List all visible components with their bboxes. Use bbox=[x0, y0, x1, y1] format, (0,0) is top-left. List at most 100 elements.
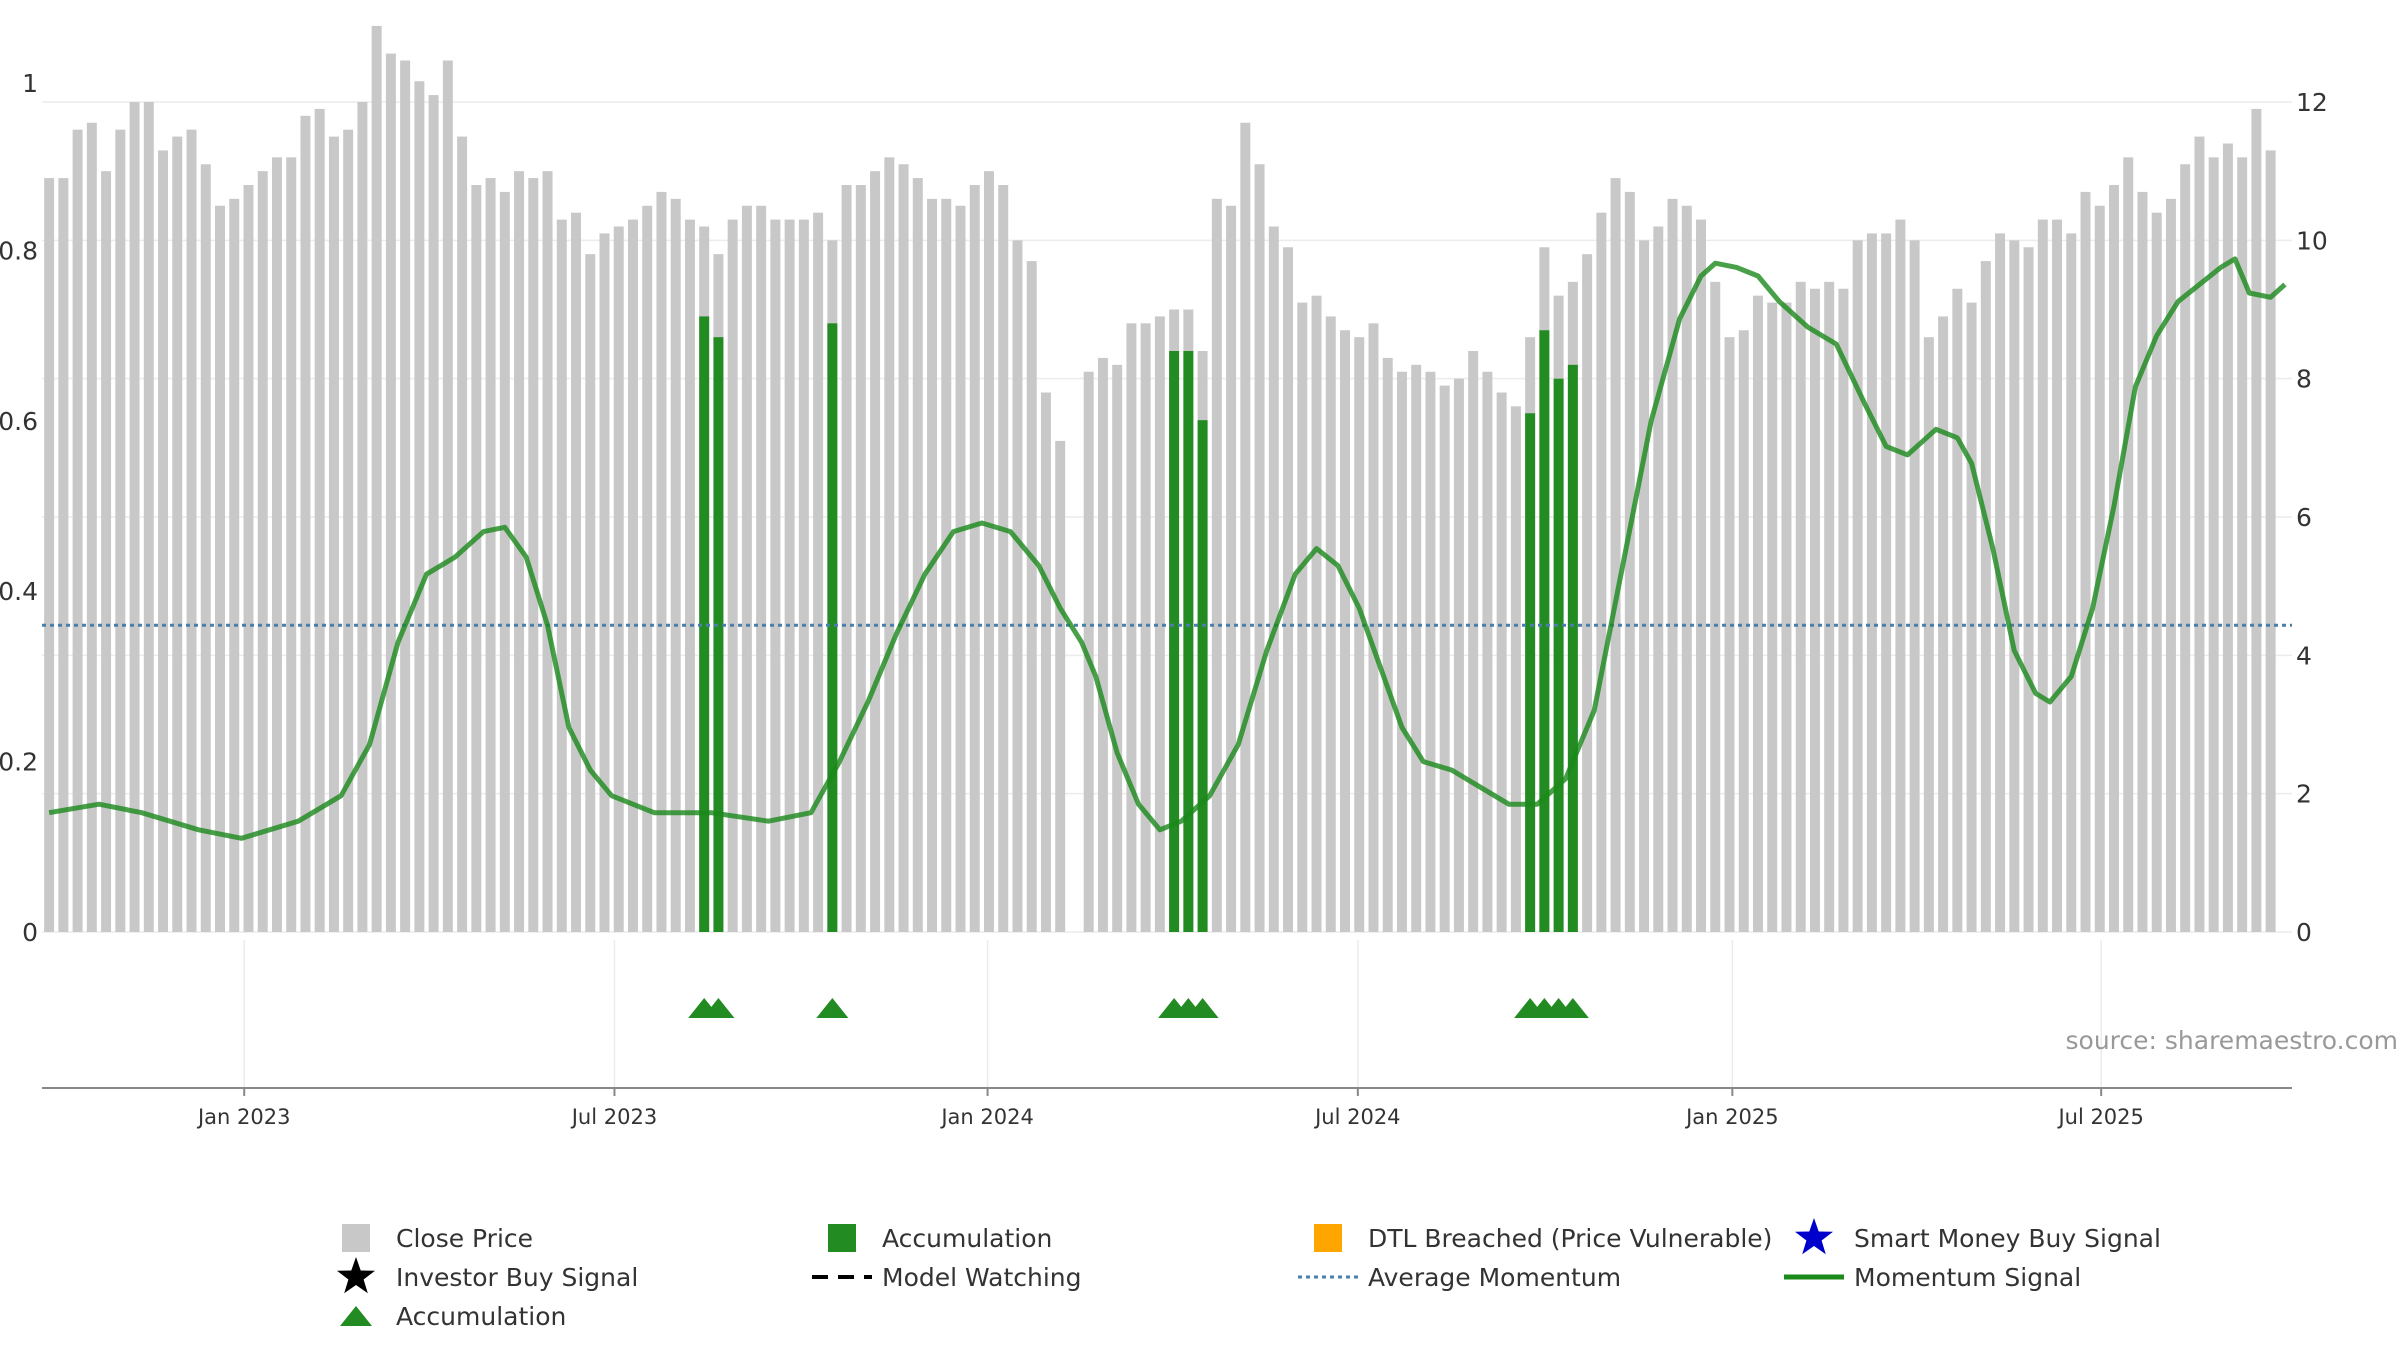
close-price-bar bbox=[1140, 323, 1151, 932]
close-price-bar bbox=[1752, 295, 1763, 933]
close-price-bar bbox=[200, 164, 211, 932]
close-price-bar bbox=[1510, 406, 1521, 932]
close-price-bar bbox=[870, 171, 881, 932]
close-price-bar bbox=[286, 157, 297, 933]
close-price-bar bbox=[1767, 302, 1778, 932]
close-price-bar bbox=[2137, 191, 2148, 932]
close-price-bar bbox=[1468, 351, 1479, 932]
accumulation-bar bbox=[1567, 364, 1578, 932]
momentum-signal-line bbox=[48, 256, 2287, 841]
close-price-bar bbox=[1240, 122, 1251, 932]
x-tick-label: Jul 2024 bbox=[1313, 1105, 1400, 1129]
left-tick-label: 1 bbox=[22, 69, 38, 98]
accumulation-bar bbox=[1183, 351, 1194, 932]
x-tick-label: Jul 2025 bbox=[2056, 1105, 2143, 1129]
close-price-swatch bbox=[342, 1224, 370, 1252]
close-price-bar bbox=[457, 136, 468, 933]
signal-panel bbox=[688, 998, 1589, 1018]
close-price-bar bbox=[756, 205, 767, 932]
close-price-bar bbox=[627, 219, 638, 933]
close-price-bar bbox=[2023, 247, 2034, 932]
close-price-bar bbox=[1809, 288, 1820, 932]
close-price-bar bbox=[1055, 440, 1066, 932]
legend-label: Investor Buy Signal bbox=[396, 1263, 638, 1292]
close-price-bar bbox=[684, 219, 695, 933]
close-price-bar bbox=[1340, 330, 1350, 932]
accumulation-swatch bbox=[828, 1224, 856, 1252]
close-price-bar bbox=[257, 171, 268, 932]
legend-label: Accumulation bbox=[396, 1302, 566, 1331]
close-price-bar bbox=[1154, 316, 1165, 933]
close-price-bar bbox=[542, 171, 553, 932]
close-price-bar bbox=[571, 212, 582, 932]
x-tick-label: Jul 2023 bbox=[570, 1105, 657, 1129]
close-price-bar bbox=[357, 102, 368, 932]
close-price-bar bbox=[1083, 371, 1094, 932]
right-tick-label: 10 bbox=[2296, 226, 2328, 255]
x-tick-label: Jan 2023 bbox=[196, 1105, 291, 1129]
close-price-bar bbox=[2265, 150, 2276, 932]
close-price-bar bbox=[955, 205, 966, 932]
legend-label: Momentum Signal bbox=[1854, 1263, 2081, 1292]
close-price-bar bbox=[44, 178, 55, 933]
close-price-bar bbox=[271, 157, 282, 933]
star-blue-icon bbox=[1795, 1218, 1833, 1255]
close-price-bar bbox=[2109, 185, 2119, 932]
close-price-bar bbox=[770, 219, 781, 933]
close-price-bar bbox=[1724, 337, 1735, 933]
accumulation-triangle bbox=[816, 998, 849, 1018]
close-price-bar bbox=[813, 212, 824, 932]
close-price-bar bbox=[1311, 295, 1322, 933]
legend-item: Smart Money Buy Signal bbox=[1795, 1218, 2161, 1255]
close-price-bar bbox=[115, 129, 126, 932]
close-price-bar bbox=[1781, 302, 1792, 932]
accumulation-bar bbox=[699, 316, 710, 933]
close-price-bar bbox=[2222, 143, 2233, 932]
accumulation-triangle bbox=[702, 998, 735, 1018]
close-price-bar bbox=[1268, 226, 1279, 932]
close-price-bar bbox=[1852, 240, 1863, 933]
close-price-bar bbox=[1026, 261, 1037, 932]
close-price-bar bbox=[613, 226, 624, 932]
close-price-bar bbox=[1938, 316, 1949, 933]
close-price-bar bbox=[1226, 205, 1237, 932]
momentum-signal-line bbox=[48, 256, 2287, 841]
close-price-bar bbox=[2208, 157, 2219, 933]
close-price-bar bbox=[1952, 288, 1963, 932]
close-price-bar bbox=[485, 178, 496, 933]
close-price-bar bbox=[215, 205, 225, 932]
accumulation-bar bbox=[1553, 378, 1564, 933]
close-price-bar bbox=[727, 219, 738, 933]
close-price-bar bbox=[912, 178, 923, 933]
close-price-bar bbox=[556, 219, 567, 933]
close-price-bar bbox=[898, 164, 909, 932]
close-price-bar bbox=[1354, 337, 1365, 933]
accumulation-bars bbox=[699, 316, 1578, 933]
star-black-icon bbox=[337, 1257, 375, 1294]
close-price-bar bbox=[1254, 164, 1265, 932]
close-price-bar bbox=[1667, 198, 1678, 933]
close-price-bar bbox=[1838, 288, 1849, 932]
close-price-bar bbox=[186, 129, 197, 932]
right-tick-label: 4 bbox=[2296, 641, 2312, 670]
close-price-bar bbox=[1795, 281, 1806, 932]
close-price-bar bbox=[884, 157, 895, 933]
close-price-bar bbox=[1453, 378, 1464, 933]
close-price-bar bbox=[314, 108, 325, 932]
close-price-bar bbox=[1923, 337, 1934, 933]
legend-item: Average Momentum bbox=[1298, 1263, 1621, 1292]
close-price-bar bbox=[86, 122, 97, 932]
close-price-bar bbox=[2009, 240, 2020, 933]
close-price-bar bbox=[642, 205, 653, 932]
close-price-bar bbox=[2237, 157, 2248, 933]
legend-label: Close Price bbox=[396, 1224, 533, 1253]
close-price-bar bbox=[1425, 371, 1436, 932]
accumulation-bar bbox=[1525, 413, 1536, 932]
close-price-bar bbox=[1211, 198, 1222, 933]
close-price-bar bbox=[1624, 191, 1635, 932]
right-tick-label: 0 bbox=[2296, 918, 2312, 947]
accumulation-triangle bbox=[1186, 998, 1219, 1018]
close-price-bar bbox=[1980, 261, 1991, 932]
close-price-bar bbox=[1681, 205, 1692, 932]
